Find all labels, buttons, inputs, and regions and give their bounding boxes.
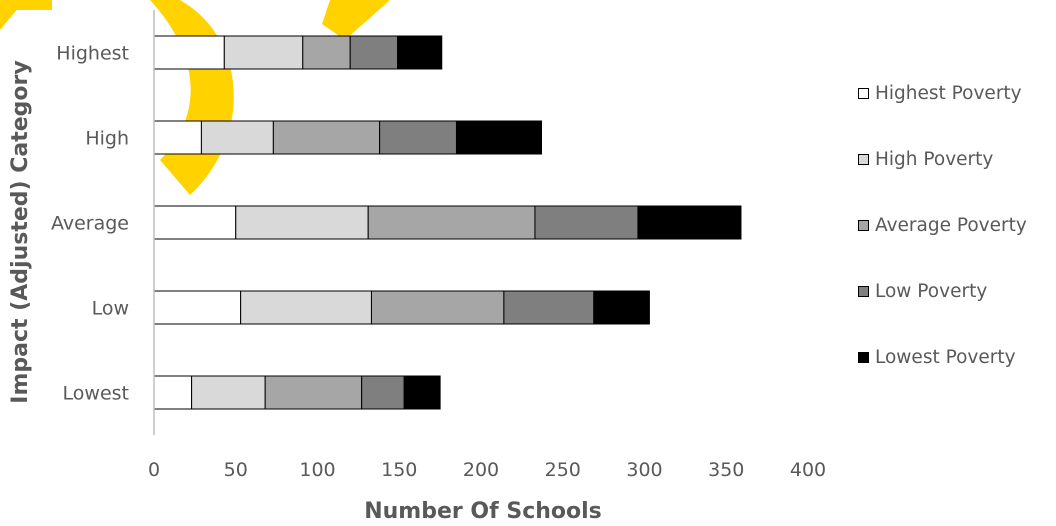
bar-average-low-poverty bbox=[534, 205, 639, 240]
category-label-high: High bbox=[85, 128, 129, 150]
bar-average-lowest-poverty bbox=[637, 205, 742, 240]
y-axis-title: Impact (Adjusted) Category bbox=[8, 60, 33, 403]
bar-low-lowest-poverty bbox=[593, 290, 650, 325]
bar-lowest-average-poverty bbox=[264, 375, 363, 410]
legend-label: High Poverty bbox=[875, 148, 994, 170]
bar-low-average-poverty bbox=[370, 290, 505, 325]
bar-high-lowest-poverty bbox=[455, 120, 542, 155]
legend-swatch bbox=[858, 87, 869, 99]
bars-layer bbox=[153, 35, 742, 410]
x-tick-label: 100 bbox=[299, 459, 335, 481]
legend-label: Average Poverty bbox=[875, 214, 1027, 236]
bar-high-average-poverty bbox=[272, 120, 381, 155]
bar-highest-highest-poverty bbox=[153, 35, 225, 70]
category-label-highest: Highest bbox=[56, 43, 129, 65]
bar-high-highest-poverty bbox=[153, 120, 202, 155]
bar-average-high-poverty bbox=[235, 205, 369, 240]
x-tick-labels: 0 50 100 150 200 250 300 350 400 bbox=[148, 459, 826, 481]
legend-swatch bbox=[858, 219, 869, 231]
x-tick-label: 400 bbox=[790, 459, 826, 481]
category-label-lowest: Lowest bbox=[63, 383, 129, 405]
category-labels: Highest High Average Low Lowest bbox=[51, 43, 129, 405]
x-tick-label: 150 bbox=[381, 459, 417, 481]
bar-average-average-poverty bbox=[367, 205, 536, 240]
legend-swatch bbox=[858, 285, 869, 297]
x-tick-label: 300 bbox=[626, 459, 662, 481]
bar-lowest-highest-poverty bbox=[153, 375, 193, 410]
bar-high-high-poverty bbox=[200, 120, 274, 155]
watermark-logo bbox=[0, 0, 390, 195]
bar-low-high-poverty bbox=[240, 290, 372, 325]
legend-label: Highest Poverty bbox=[875, 82, 1022, 104]
legend-label: Low Poverty bbox=[875, 280, 988, 302]
bar-average-highest-poverty bbox=[153, 205, 237, 240]
legend-item: Average Poverty bbox=[858, 214, 1027, 236]
legend-swatch bbox=[858, 351, 869, 363]
bar-highest-low-poverty bbox=[349, 35, 399, 70]
bar-high-low-poverty bbox=[379, 120, 457, 155]
x-tick-label: 250 bbox=[545, 459, 581, 481]
legend-item: High Poverty bbox=[858, 148, 993, 170]
legend-label: Lowest Poverty bbox=[875, 346, 1016, 368]
x-axis-title: Number Of Schools bbox=[364, 499, 602, 524]
category-label-low: Low bbox=[92, 298, 129, 320]
x-tick-label: 0 bbox=[148, 459, 160, 481]
category-label-average: Average bbox=[51, 213, 129, 235]
bar-low-low-poverty bbox=[503, 290, 595, 325]
bar-highest-high-poverty bbox=[223, 35, 304, 70]
legend-item: Highest Poverty bbox=[858, 82, 1022, 104]
x-tick-label: 350 bbox=[708, 459, 744, 481]
bar-lowest-low-poverty bbox=[361, 375, 405, 410]
legend-item: Lowest Poverty bbox=[858, 346, 1016, 368]
x-tick-label: 200 bbox=[463, 459, 499, 481]
legend-item: Low Poverty bbox=[858, 280, 987, 302]
legend-swatch bbox=[858, 153, 869, 165]
x-tick-label: 50 bbox=[224, 459, 248, 481]
bar-highest-average-poverty bbox=[302, 35, 351, 70]
bar-lowest-lowest-poverty bbox=[403, 375, 441, 410]
bar-low-highest-poverty bbox=[153, 290, 242, 325]
bar-highest-lowest-poverty bbox=[397, 35, 443, 70]
bar-lowest-high-poverty bbox=[191, 375, 266, 410]
